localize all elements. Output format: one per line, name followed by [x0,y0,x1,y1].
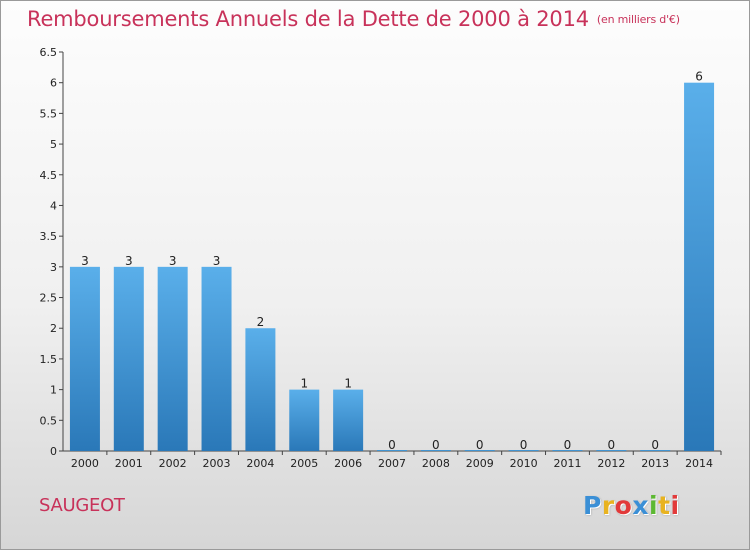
logo-letter: i [649,491,659,520]
x-tick-label: 2004 [246,457,274,470]
bar-2003 [201,266,232,451]
bar-2014 [684,82,715,451]
y-tick-label: 4.5 [40,169,58,182]
chart-title-unit: (en milliers d'€) [596,13,680,26]
town-name: SAUGEOT [39,495,125,516]
data-label: 0 [564,438,572,452]
data-label: 3 [125,254,133,268]
y-tick-label: 1.5 [40,353,58,366]
bar-2012 [596,450,627,451]
y-tick-label: 5 [50,138,57,151]
chart-labels: 2000 3 2001 3 2002 3 2003 3 2004 2 2005 1 2006 1 2007 0… [71,70,713,470]
data-label: 3 [213,254,221,268]
logo-letter: t [658,491,671,520]
data-label: 0 [520,438,528,452]
data-label: 2 [257,315,265,329]
data-label: 0 [476,438,484,452]
data-label: 0 [388,438,396,452]
logo-letter: i [670,491,680,520]
y-tick-label: 6 [50,77,57,90]
y-tick-label: 4 [50,199,57,212]
x-tick-label: 2001 [115,457,143,470]
data-label: 3 [81,254,89,268]
data-label: 6 [695,70,703,84]
logo-letter: P [583,491,602,520]
data-label: 0 [432,438,440,452]
bar-2000 [69,266,100,451]
y-tick-label: 1 [50,384,57,397]
x-tick-label: 2002 [159,457,187,470]
x-tick-label: 2014 [685,457,713,470]
y-tick-label: 0 [50,445,57,458]
chart-title-main: Remboursements Annuels de la Dette de 20… [27,7,589,31]
x-tick-label: 2009 [466,457,494,470]
y-tick-label: 0.5 [40,414,58,427]
bar-2001 [113,266,144,451]
x-tick-label: 2003 [203,457,231,470]
x-tick-label: 2008 [422,457,450,470]
x-tick-label: 2012 [597,457,625,470]
chart-bars [69,82,715,451]
y-tick-label: 2.5 [40,292,58,305]
x-tick-label: 2011 [553,457,581,470]
logo-letter: r [601,491,615,520]
bar-2011 [552,450,583,451]
bar-2013 [640,450,671,451]
data-label: 0 [651,438,659,452]
bar-2008 [420,450,451,451]
x-tick-label: 2010 [510,457,538,470]
y-tick-label: 2 [50,322,57,335]
chart-axes: 0 0.5 1 1.5 2 2.5 3 3.5 4 4.5 5 5.5 6 6.5 [40,46,722,458]
y-tick-label: 3 [50,261,57,274]
chart-title: Remboursements Annuels de la Dette de 20… [27,7,680,31]
y-tick-label: 6.5 [40,46,58,59]
data-label: 1 [344,377,352,391]
x-tick-label: 2000 [71,457,99,470]
x-tick-label: 2005 [290,457,318,470]
data-label: 1 [300,377,308,391]
y-tick-label: 5.5 [40,107,58,120]
bar-2006 [333,389,364,451]
bar-2004 [245,328,276,451]
bar-2007 [377,450,407,451]
bar-2010 [508,450,539,451]
proxiti-logo: Proxiti [583,491,680,520]
data-label: 0 [608,438,616,452]
x-tick-label: 2013 [641,457,669,470]
y-tick-label: 3.5 [40,230,58,243]
bar-2002 [157,266,188,451]
logo-letter: x [632,491,649,520]
data-label: 3 [169,254,177,268]
bar-2005 [289,389,320,451]
bar-2009 [464,450,495,451]
logo-letter: o [614,491,633,520]
x-tick-label: 2007 [378,457,406,470]
x-tick-label: 2006 [334,457,362,470]
